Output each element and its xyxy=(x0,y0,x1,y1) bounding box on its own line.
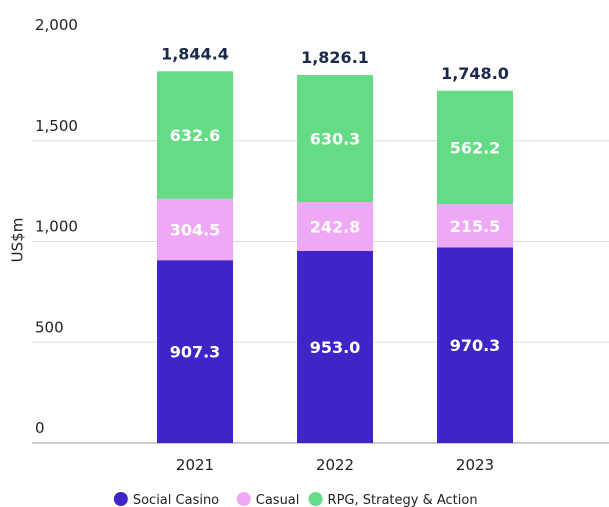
total-label: 1,748.0 xyxy=(441,64,509,83)
bar-segment xyxy=(437,90,513,205)
data-label: 632.6 xyxy=(170,126,221,145)
bar-segment xyxy=(297,250,373,443)
x-tick-label: 2022 xyxy=(316,456,354,474)
legend-label: Social Casino xyxy=(133,493,219,507)
legend-swatch xyxy=(236,492,251,506)
total-label: 1,826.1 xyxy=(301,48,369,67)
data-label: 215.5 xyxy=(450,217,501,236)
data-label: 304.5 xyxy=(170,221,221,240)
bar-segment xyxy=(297,202,373,251)
x-tick-label: 2023 xyxy=(456,456,494,474)
legend-label: Casual xyxy=(256,493,300,507)
bar-segment xyxy=(437,204,513,248)
data-label: 907.3 xyxy=(170,343,221,362)
data-label: 970.3 xyxy=(450,336,501,355)
data-label: 630.3 xyxy=(310,130,361,149)
legend-swatch xyxy=(308,492,323,506)
bar-segment xyxy=(157,71,233,199)
data-label: 242.8 xyxy=(310,218,361,237)
bar-segment xyxy=(157,260,233,443)
data-label: 562.2 xyxy=(450,138,501,157)
bar-segment xyxy=(297,75,373,203)
legend-label: RPG, Strategy & Action xyxy=(328,493,478,507)
y-axis-title: US$m xyxy=(9,218,27,263)
data-label: 953.0 xyxy=(310,338,361,357)
y-tick-label: 1,500 xyxy=(35,117,78,135)
y-tick-label: 2,000 xyxy=(35,16,78,34)
y-tick-label: 500 xyxy=(35,318,64,336)
legend-swatch xyxy=(113,492,128,506)
y-tick-label: 1,000 xyxy=(35,218,78,236)
bar-segment xyxy=(157,198,233,261)
bar-segment xyxy=(437,247,513,443)
x-tick-label: 2021 xyxy=(176,456,214,474)
y-tick-label: 0 xyxy=(35,419,45,437)
total-label: 1,844.4 xyxy=(161,44,229,63)
